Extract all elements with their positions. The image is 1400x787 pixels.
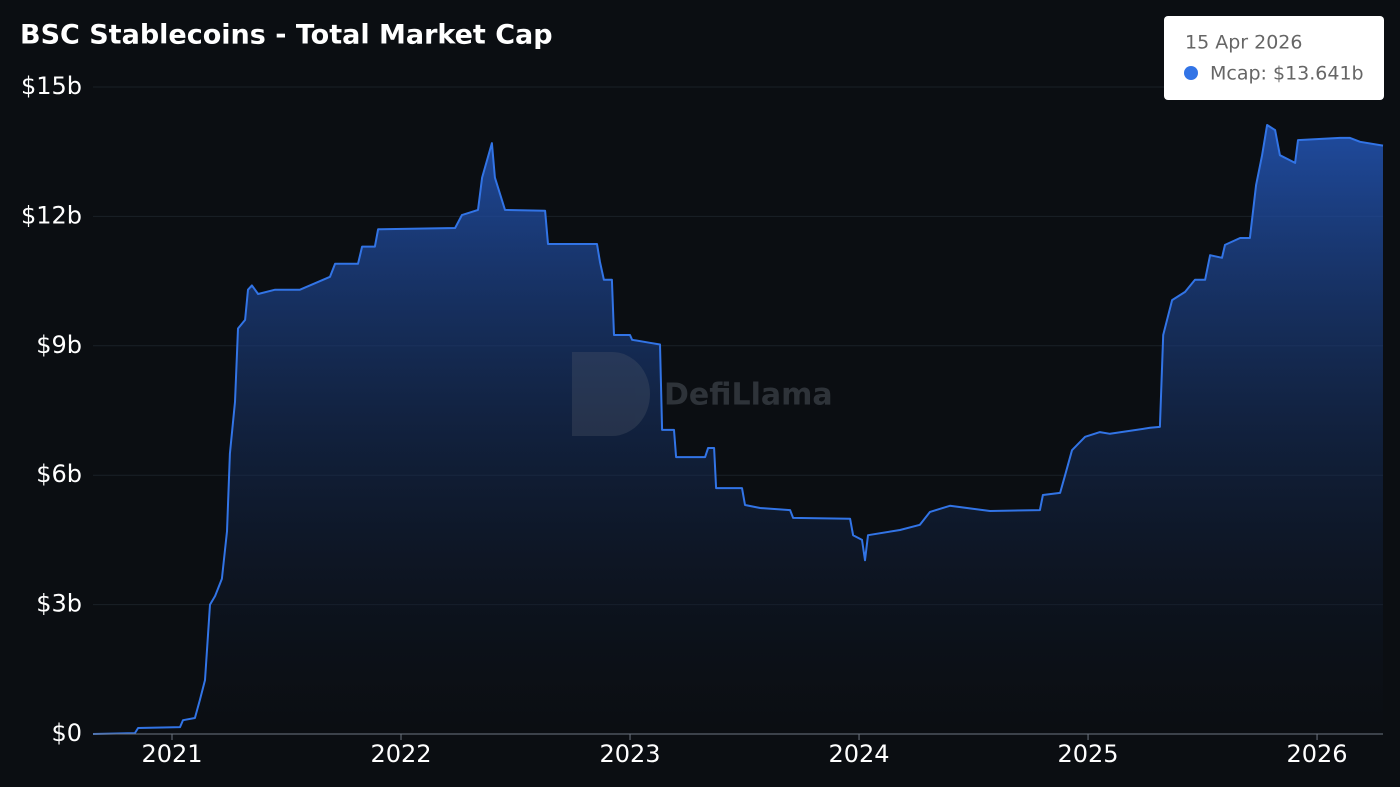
line [92, 124, 1384, 735]
y-tick-label: $0 [51, 719, 82, 747]
tooltip-date: 15 Apr 2026 [1185, 32, 1302, 54]
x-tick-label: 2021 [141, 740, 202, 768]
y-tick-label: $9b [36, 331, 82, 359]
x-tick-label: 2024 [828, 740, 889, 768]
x-tick-label: 2026 [1287, 740, 1348, 768]
tooltip-label: Mcap: $13.641b [1210, 63, 1364, 85]
y-tick-label: $15b [21, 72, 82, 100]
y-tick-label: $6b [36, 460, 82, 488]
y-tick-label: $3b [36, 590, 82, 618]
chart-title: BSC Stablecoins - Total Market Cap [20, 20, 553, 51]
x-tick-label: 2023 [599, 740, 660, 768]
area [93, 125, 1383, 734]
tooltip-marker [1184, 66, 1198, 80]
watermark: DefiLlama [572, 352, 833, 436]
watermark-text: DefiLlama [664, 378, 833, 413]
plot [92, 124, 1384, 735]
watermark-logo [572, 352, 650, 436]
tooltip-box [1164, 16, 1384, 100]
tooltip: 15 Apr 2026 Mcap: $13.641b [1164, 16, 1384, 100]
x-tick-label: 2022 [370, 740, 431, 768]
y-tick-label: $12b [21, 201, 82, 229]
x-tick-label: 2025 [1057, 740, 1118, 768]
axes: $0 $3b $6b $9b $12b $15b 2021 2022 2023 2024 2025 2… [21, 72, 1383, 768]
